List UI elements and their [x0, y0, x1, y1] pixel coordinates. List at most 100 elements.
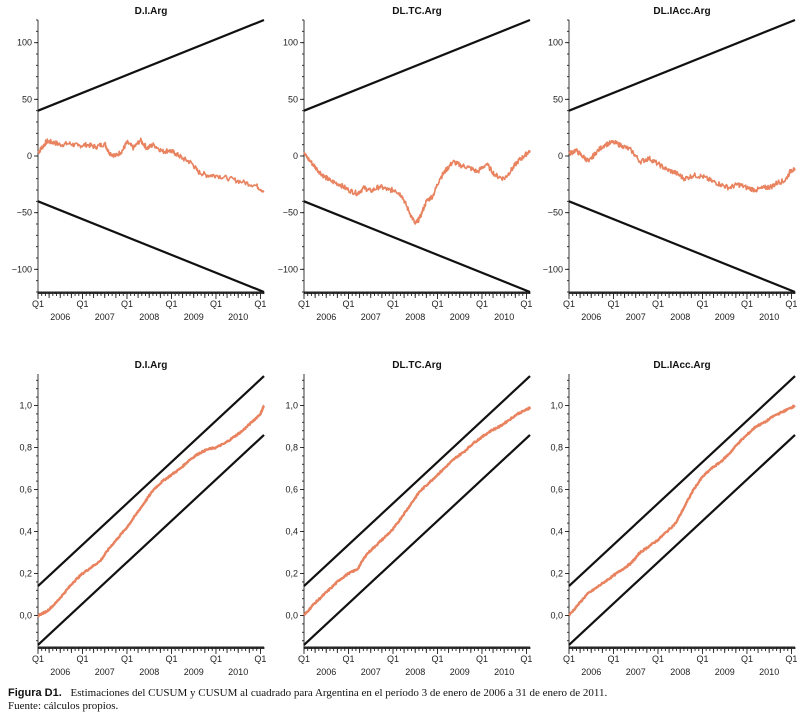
lower-bound-line	[37, 434, 265, 646]
x-tick-label: Q1	[76, 299, 88, 309]
x-year-label: 2007	[95, 312, 115, 322]
x-tick-label: Q1	[476, 654, 488, 664]
y-tick-label: 1,0	[285, 401, 298, 411]
cusum-figure: D.I.Arg −100 −50 0 50 100 Q1 Q1 Q1 Q1 Q1 Q1 2006 2007…	[12, 6, 798, 677]
x-tick-label: Q1	[785, 299, 797, 309]
upper-bound-line	[303, 18, 531, 112]
x-year-label: 2006	[316, 667, 336, 677]
x-year-label: 2009	[715, 312, 735, 322]
y-tick-label: −50	[283, 208, 298, 218]
y-tick-label: 0,8	[285, 443, 298, 453]
cusum-statistic-line	[568, 404, 796, 617]
x-tick-label: Q1	[387, 299, 399, 309]
x-year-label: 2006	[50, 312, 70, 322]
x-tick-label: Q1	[696, 654, 708, 664]
x-tick-label: Q1	[563, 654, 575, 664]
y-tick-label: 0	[293, 151, 298, 161]
y-tick-label: 0,0	[19, 611, 32, 621]
x-year-label: 2006	[581, 312, 601, 322]
cusum-statistic-line	[568, 139, 796, 193]
y-tick-label: 100	[548, 38, 563, 48]
upper-bound-line	[37, 18, 265, 112]
y-tick-label: 1,0	[550, 401, 563, 411]
x-tick-label: Q1	[165, 299, 177, 309]
chart-title: DL.TC.Arg	[392, 6, 441, 17]
x-tick-label: Q1	[121, 654, 133, 664]
x-year-label: 2006	[50, 667, 70, 677]
x-year-label: 2009	[184, 312, 204, 322]
x-year-label: 2010	[228, 667, 248, 677]
x-tick-label: Q1	[165, 654, 177, 664]
chart-panel: DL.IAcc.Arg −100 −50 0 50 100 Q1 Q1 Q1 Q1 Q1 Q1 2006…	[543, 6, 798, 322]
chart-panel: DL.IAcc.Arg 0,0 0,2 0,4 0,6 0,8 1,0 Q1 Q1 Q1 Q1 Q1 Q…	[550, 360, 797, 677]
y-tick-label: 0,0	[285, 611, 298, 621]
figure-caption: Figura D1. Estimaciones del CUSUM y CUSU…	[8, 687, 803, 713]
chart-title: DL.IAcc.Arg	[653, 360, 710, 371]
x-tick-label: Q1	[387, 654, 399, 664]
chart-title: D.I.Arg	[135, 360, 168, 371]
x-tick-label: Q1	[254, 654, 266, 664]
y-tick-label: 0,6	[285, 485, 298, 495]
x-year-label: 2008	[670, 312, 690, 322]
x-tick-label: Q1	[121, 299, 133, 309]
y-tick-label: −100	[12, 264, 32, 274]
x-tick-label: Q1	[476, 299, 488, 309]
y-tick-label: 0,4	[550, 527, 563, 537]
y-tick-label: 100	[283, 38, 298, 48]
x-tick-label: Q1	[210, 299, 222, 309]
x-tick-label: Q1	[520, 654, 532, 664]
upper-bound-line	[568, 375, 796, 587]
x-tick-label: Q1	[254, 299, 266, 309]
x-year-label: 2007	[626, 667, 646, 677]
y-tick-label: 0,2	[19, 569, 32, 579]
x-tick-label: Q1	[431, 299, 443, 309]
x-tick-label: Q1	[431, 654, 443, 664]
x-tick-label: Q1	[32, 654, 44, 664]
cusum-statistic-line	[37, 137, 265, 193]
x-year-label: 2006	[581, 667, 601, 677]
upper-bound-line	[568, 18, 796, 112]
x-tick-label: Q1	[520, 299, 532, 309]
x-year-label: 2007	[626, 312, 646, 322]
cusum-statistic-line	[302, 406, 532, 617]
lower-bound-line	[568, 200, 796, 294]
x-year-label: 2007	[95, 667, 115, 677]
lower-bound-line	[303, 434, 531, 646]
x-year-label: 2010	[494, 312, 514, 322]
x-tick-label: Q1	[652, 299, 664, 309]
y-tick-label: 0,8	[550, 443, 563, 453]
caption-source: Fuente: cálculos propios.	[8, 700, 119, 712]
y-tick-label: 0	[558, 151, 563, 161]
y-tick-label: −100	[278, 264, 298, 274]
x-year-label: 2010	[759, 312, 779, 322]
x-tick-label: Q1	[342, 654, 354, 664]
caption-text: Estimaciones del CUSUM y CUSUM al cuadra…	[70, 687, 608, 699]
lower-bound-line	[37, 200, 265, 294]
y-tick-label: 0,2	[550, 569, 563, 579]
y-tick-label: 50	[22, 94, 32, 104]
x-tick-label: Q1	[607, 299, 619, 309]
x-year-label: 2008	[670, 667, 690, 677]
x-tick-label: Q1	[652, 654, 664, 664]
x-tick-label: Q1	[32, 299, 44, 309]
y-tick-label: 0,0	[550, 611, 563, 621]
x-year-label: 2009	[715, 667, 735, 677]
x-year-label: 2007	[361, 667, 381, 677]
x-year-label: 2010	[228, 312, 248, 322]
x-tick-label: Q1	[298, 299, 310, 309]
lower-bound-line	[303, 200, 531, 294]
y-tick-label: 0	[27, 151, 32, 161]
y-tick-label: 0,6	[550, 485, 563, 495]
x-tick-label: Q1	[741, 654, 753, 664]
caption-label: Figura D1.	[8, 687, 62, 699]
chart-panel: D.I.Arg −100 −50 0 50 100 Q1 Q1 Q1 Q1 Q1 Q1 2006 2007…	[12, 6, 267, 322]
x-tick-label: Q1	[342, 299, 354, 309]
chart-title: D.I.Arg	[135, 6, 168, 17]
x-year-label: 2008	[139, 667, 159, 677]
cusum-statistic-line	[303, 150, 531, 225]
y-tick-label: 0,4	[19, 527, 32, 537]
x-year-label: 2009	[184, 667, 204, 677]
y-tick-label: −100	[543, 264, 563, 274]
chart-panel: D.I.Arg 0,0 0,2 0,4 0,6 0,8 1,0 Q1 Q1 Q1 Q1 Q1 Q1 200…	[19, 360, 266, 677]
y-tick-label: 0,6	[19, 485, 32, 495]
